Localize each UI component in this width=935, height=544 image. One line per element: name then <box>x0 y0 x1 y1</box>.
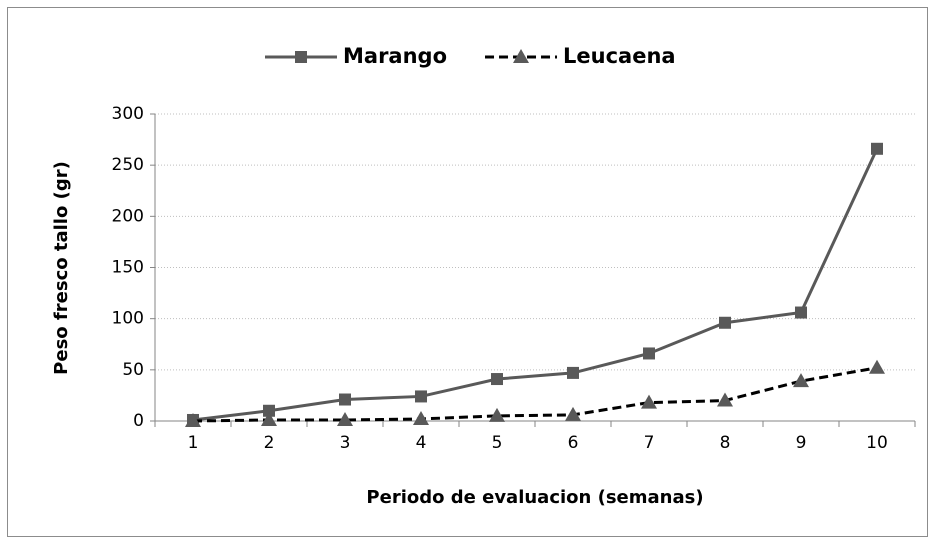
y-axis-label: Peso fresco tallo (gr) <box>51 161 72 375</box>
data-point <box>643 347 655 360</box>
y-tick-label: 300 <box>112 104 144 124</box>
data-point <box>565 406 581 421</box>
data-point <box>339 393 351 406</box>
data-point <box>337 411 353 426</box>
data-point <box>415 390 427 403</box>
data-point <box>491 373 503 386</box>
y-tick-label: 50 <box>122 360 144 380</box>
x-axis-label: Periodo de evaluacion (semanas) <box>366 487 703 508</box>
y-tick-label: 200 <box>112 206 144 226</box>
chart-border <box>7 7 928 537</box>
x-tick-label: 1 <box>188 433 199 453</box>
series-line <box>192 148 879 422</box>
legend-marker <box>513 49 530 63</box>
legend-marker <box>295 51 307 63</box>
x-tick-label: 3 <box>340 433 351 453</box>
series-line <box>192 366 878 423</box>
data-point <box>871 142 883 155</box>
x-tick-label: 10 <box>866 433 888 453</box>
data-point <box>263 404 275 417</box>
x-tick-label: 2 <box>264 433 275 453</box>
data-point <box>413 410 429 425</box>
x-tick-label: 7 <box>644 433 655 453</box>
legend-label: Leucaena <box>563 44 676 68</box>
data-point <box>717 392 733 407</box>
y-tick-label: 100 <box>112 309 144 329</box>
x-tick-label: 9 <box>796 433 807 453</box>
legend-label: Marango <box>343 44 447 68</box>
x-tick-label: 8 <box>720 433 731 453</box>
y-tick-label: 150 <box>112 258 144 278</box>
x-tick-label: 4 <box>416 433 427 453</box>
data-point <box>869 359 885 374</box>
x-tick-label: 6 <box>568 433 579 453</box>
data-point <box>641 394 657 409</box>
y-tick-label: 0 <box>133 411 144 431</box>
data-point <box>567 366 579 379</box>
data-point <box>185 413 201 427</box>
data-point <box>719 316 731 329</box>
x-tick-label: 5 <box>492 433 503 453</box>
data-point <box>489 407 505 422</box>
data-point <box>793 373 809 388</box>
data-point <box>261 411 277 426</box>
y-tick-label: 250 <box>112 155 144 175</box>
data-point <box>795 306 807 319</box>
